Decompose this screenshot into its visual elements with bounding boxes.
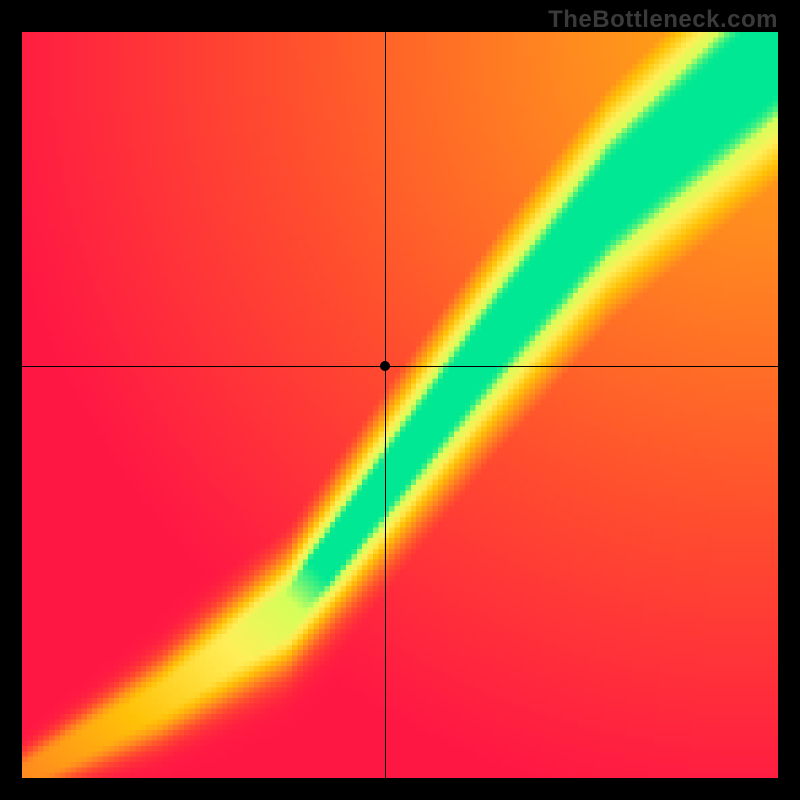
crosshair-horizontal: [22, 366, 778, 367]
watermark-text: TheBottleneck.com: [548, 6, 778, 34]
heatmap-plot-area: [22, 32, 778, 778]
chart-container: TheBottleneck.com: [0, 0, 800, 800]
crosshair-vertical: [385, 32, 386, 778]
heatmap-canvas: [22, 32, 778, 778]
intersection-marker: [380, 361, 390, 371]
